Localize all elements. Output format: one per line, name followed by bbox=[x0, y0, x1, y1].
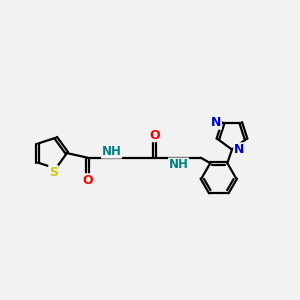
Text: N: N bbox=[211, 116, 221, 129]
Text: S: S bbox=[49, 166, 58, 178]
Text: NH: NH bbox=[169, 158, 188, 171]
Text: O: O bbox=[82, 174, 93, 187]
Text: NH: NH bbox=[102, 145, 122, 158]
Text: N: N bbox=[234, 143, 244, 156]
Text: O: O bbox=[149, 129, 160, 142]
